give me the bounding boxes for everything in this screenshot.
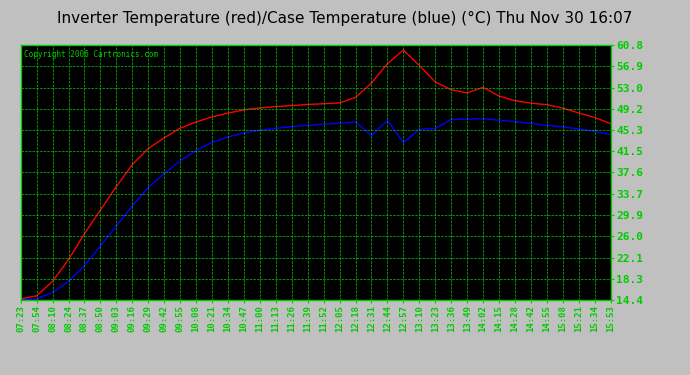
Text: Copyright 2006 Cartronics.com: Copyright 2006 Cartronics.com	[23, 50, 158, 59]
Text: Inverter Temperature (red)/Case Temperature (blue) (°C) Thu Nov 30 16:07: Inverter Temperature (red)/Case Temperat…	[57, 11, 633, 26]
